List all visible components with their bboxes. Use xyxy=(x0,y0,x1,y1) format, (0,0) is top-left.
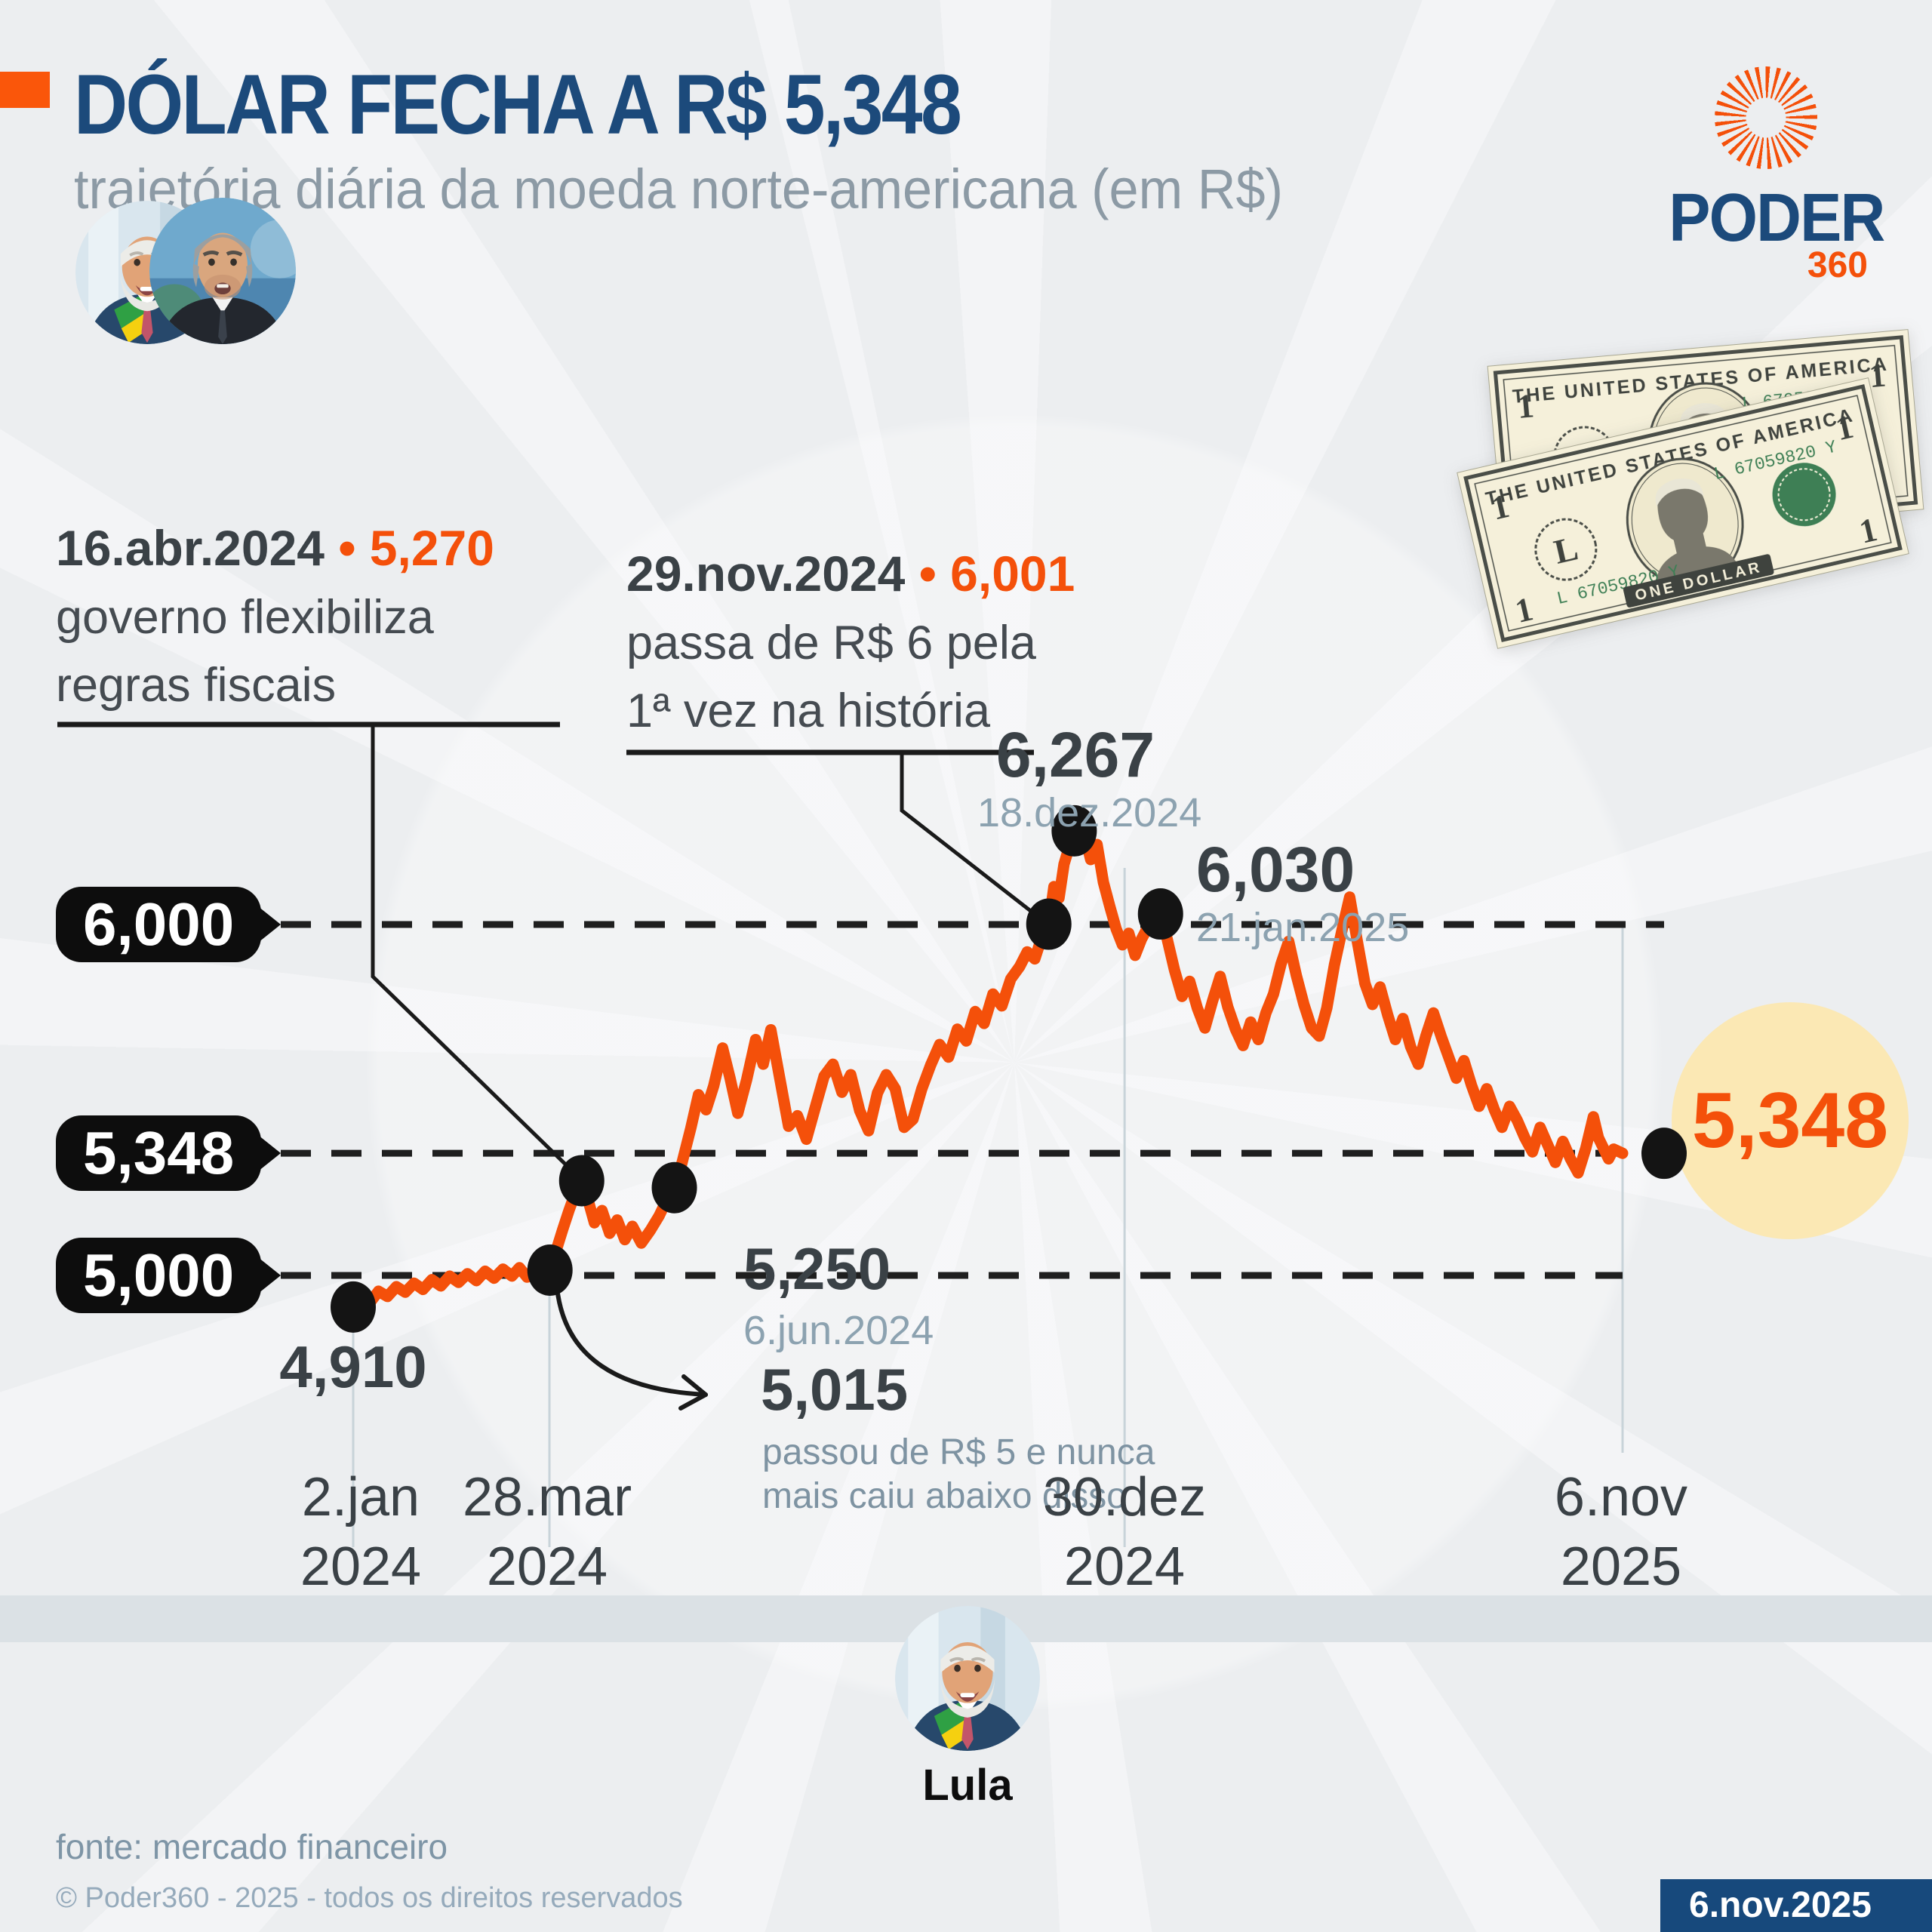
y-pill-5348: 5,348 xyxy=(56,1115,262,1192)
photo-lula-bottom xyxy=(895,1606,1040,1751)
y-pill-5000: 5,000 xyxy=(56,1238,262,1313)
poder360-starburst-icon xyxy=(1715,66,1817,169)
label-5015-note-line2: mais caiu abaixo disso xyxy=(762,1476,1127,1516)
y-pill-6000: 6,000 xyxy=(56,887,262,962)
label-6030: 6,030 xyxy=(1196,834,1355,905)
poder360-logo-360: 360 xyxy=(1807,245,1868,285)
page-title: DÓLAR FECHA A R$ 5,348 xyxy=(74,57,962,152)
page-subtitle: trajetória diária da moeda norte-america… xyxy=(74,158,1284,220)
poder360-logo-text: PODER xyxy=(1669,180,1885,256)
x-tick-line2: 2024 xyxy=(1063,1537,1186,1597)
x-tick-line1: 2.jan xyxy=(301,1467,420,1527)
bottom-photo-caption: Lula xyxy=(922,1761,1013,1810)
x-tick-6nov2025: 6.nov 2025 xyxy=(1508,1463,1734,1601)
annotation1-text-line2: regras fiscais xyxy=(56,659,337,712)
x-tick-line2: 2024 xyxy=(300,1537,422,1597)
label-5250: 5,250 xyxy=(743,1235,891,1302)
label-5015-note-line1: passou de R$ 5 e nunca xyxy=(762,1432,1155,1472)
label-6267-date: 18.dez.2024 xyxy=(977,790,1202,835)
accent-square xyxy=(0,72,50,108)
bullet-icon: • xyxy=(918,546,937,601)
x-tick-30dez2024: 30.dez 2024 xyxy=(1011,1463,1238,1601)
x-tick-line1: 28.mar xyxy=(462,1467,632,1527)
annotation2-value: 6,001 xyxy=(950,546,1075,601)
annotation1-value: 5,270 xyxy=(369,520,494,576)
label-6267: 6,267 xyxy=(995,719,1155,790)
final-value-highlight: 5,348 xyxy=(1672,1002,1909,1239)
annotation2-date: 29.nov.2024 xyxy=(626,546,906,601)
final-value: 5,348 xyxy=(1691,1076,1889,1164)
footer-copyright: © Poder360 - 2025 - todos os direitos re… xyxy=(56,1882,683,1914)
annotation-connectors xyxy=(57,721,1051,1411)
annotation-16abr2024: 16.abr.2024 • 5,270 governo flexibiliza … xyxy=(56,519,494,712)
curved-arrow-5015 xyxy=(555,1285,708,1397)
annotation2-text-line1: passa de R$ 6 pela xyxy=(626,617,1036,669)
x-tick-line1: 6.nov xyxy=(1554,1467,1688,1527)
annotation-29nov2024: 29.nov.2024 • 6,001 passa de R$ 6 pela 1… xyxy=(626,545,1075,738)
x-tick-28mar2024: 28.mar 2024 xyxy=(434,1463,660,1601)
date-badge: 6.nov.2025 xyxy=(1660,1879,1932,1932)
label-5015-note: passou de R$ 5 e nunca mais caiu abaixo … xyxy=(762,1431,1155,1518)
x-tick-line1: 30.dez xyxy=(1042,1467,1207,1527)
label-4910: 4,910 xyxy=(279,1334,427,1400)
x-tick-2jan2024: 2.jan 2024 xyxy=(248,1463,474,1601)
x-tick-line2: 2024 xyxy=(486,1537,608,1597)
label-5250-date: 6.jun.2024 xyxy=(743,1308,934,1353)
label-6030-date: 21.jan.2025 xyxy=(1196,905,1410,950)
annotation1-date: 16.abr.2024 xyxy=(56,520,325,576)
x-tick-line2: 2025 xyxy=(1560,1537,1682,1597)
bullet-icon: • xyxy=(338,520,356,576)
label-5015: 5,015 xyxy=(761,1356,909,1423)
annotation1-text-line1: governo flexibiliza xyxy=(56,591,434,644)
annotation2-text-line2: 1ª vez na história xyxy=(626,685,991,737)
footer-source: fonte: mercado financeiro xyxy=(56,1827,448,1866)
